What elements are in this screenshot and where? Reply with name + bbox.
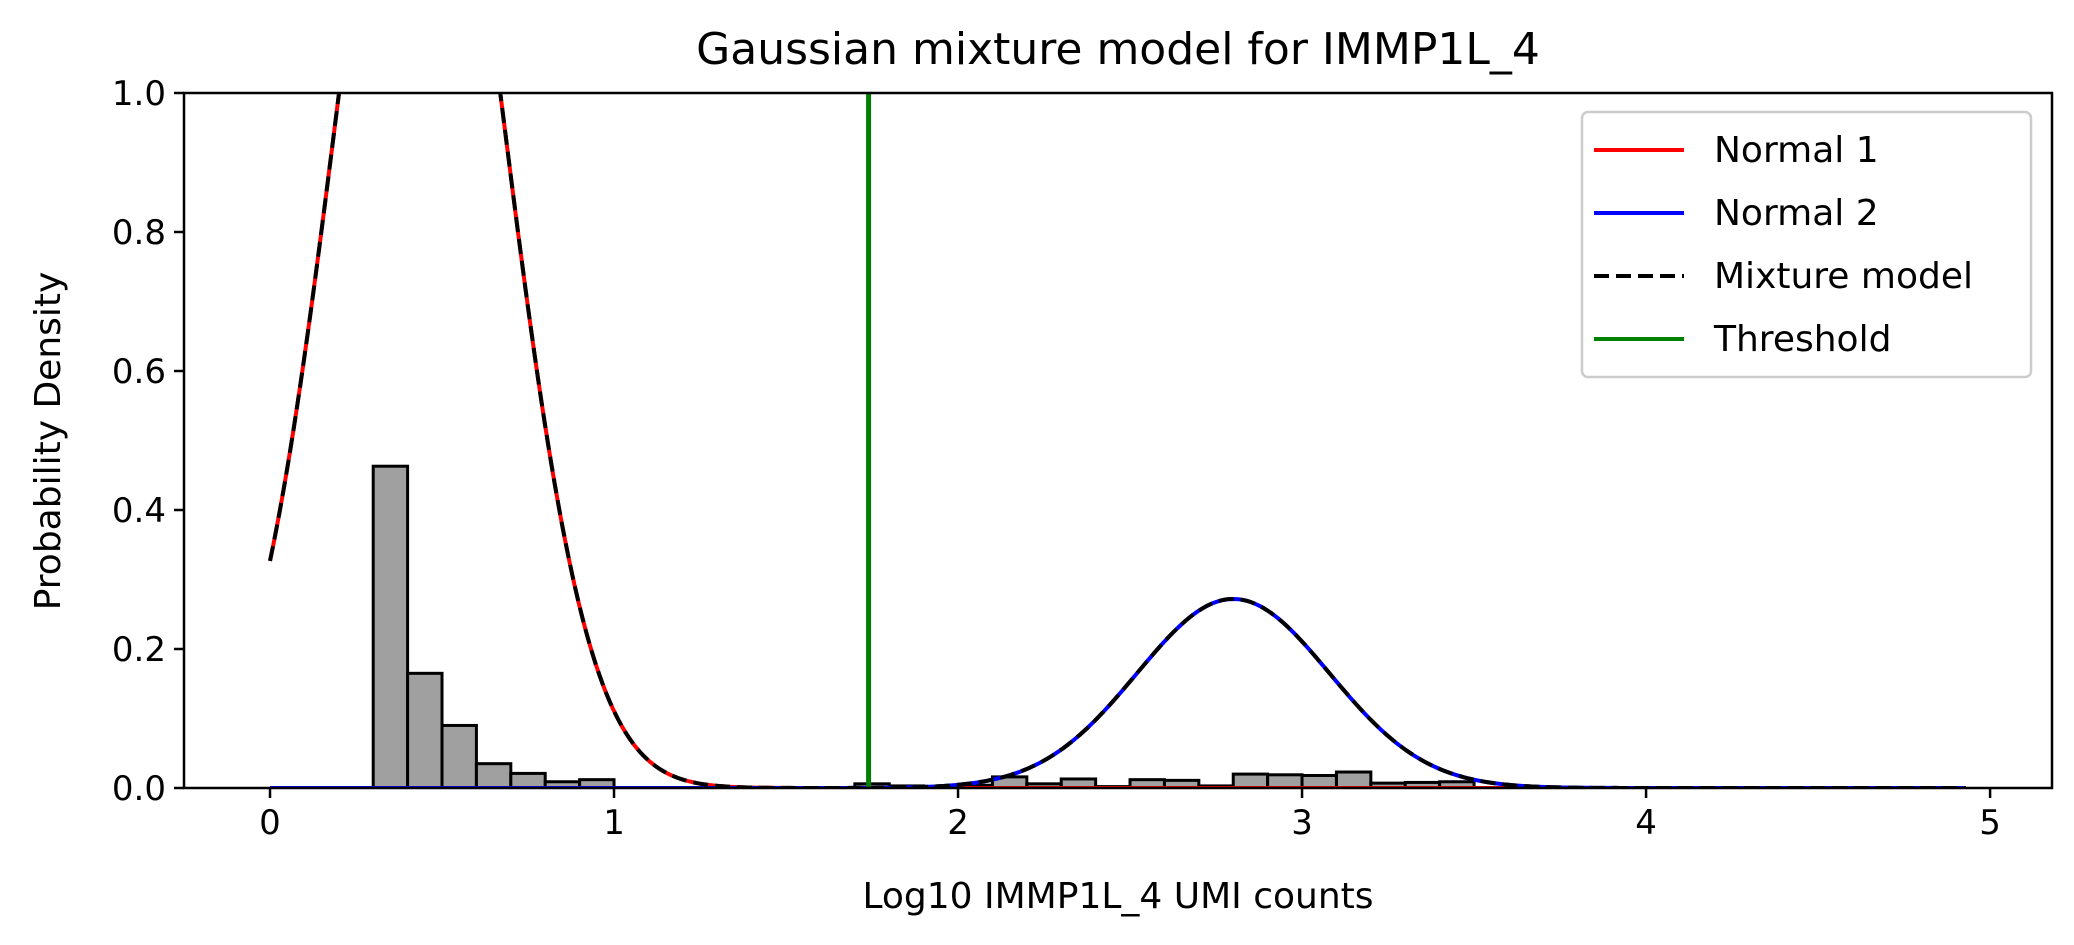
histogram-bar: [406, 671, 444, 788]
x-tick-label: 4: [1635, 803, 1657, 843]
x-tick-label: 3: [1291, 803, 1313, 843]
chart-title: Gaussian mixture model for IMMP1L_4: [696, 24, 1540, 75]
plot-content: [268, 93, 1966, 788]
y-tick-label: 0.2: [112, 630, 166, 670]
legend-box: [1580, 110, 2033, 379]
histogram-bar: [474, 762, 513, 788]
x-tick-label: 1: [603, 803, 625, 843]
x-tick-label: 5: [1979, 803, 2001, 843]
axes-frame: [182, 91, 2054, 790]
legend-label: Normal 1: [1714, 130, 1879, 171]
x-axis-label: Log10 IMMP1L_4 UMI counts: [862, 876, 1373, 917]
histogram-bar: [509, 771, 547, 788]
y-tick-label: 0.6: [112, 352, 166, 392]
histogram-bar: [1059, 777, 1098, 788]
normal-1-line: [268, 93, 1966, 788]
x-tick-label: 0: [259, 803, 281, 843]
axes: 0 1 2 3 4 5 0.0 0.2 0.4 0.6 0.8 1.0: [112, 74, 2054, 843]
y-tick-label: 0.4: [112, 491, 166, 531]
y-tick-label: 1.0: [112, 74, 166, 114]
plot-area: [268, 93, 1966, 788]
legend-label: Mixture model: [1714, 256, 1973, 297]
histogram-bar: [440, 723, 478, 788]
legend-label: Threshold: [1713, 319, 1891, 360]
histogram-bar: [1231, 772, 1270, 788]
y-tick-label: 0.0: [112, 769, 166, 809]
legend: Normal 1 Normal 2 Mixture model Threshold: [1580, 110, 2033, 379]
normal-2-line: [270, 596, 1966, 788]
y-axis-label: Probability Density: [28, 272, 69, 611]
legend-label: Normal 2: [1714, 193, 1879, 234]
histogram-bar: [1334, 770, 1373, 788]
histogram-bar: [371, 464, 410, 788]
y-tick-label: 0.8: [112, 213, 166, 253]
mixture-model-line: [268, 93, 1966, 788]
x-tick-label: 2: [947, 803, 969, 843]
